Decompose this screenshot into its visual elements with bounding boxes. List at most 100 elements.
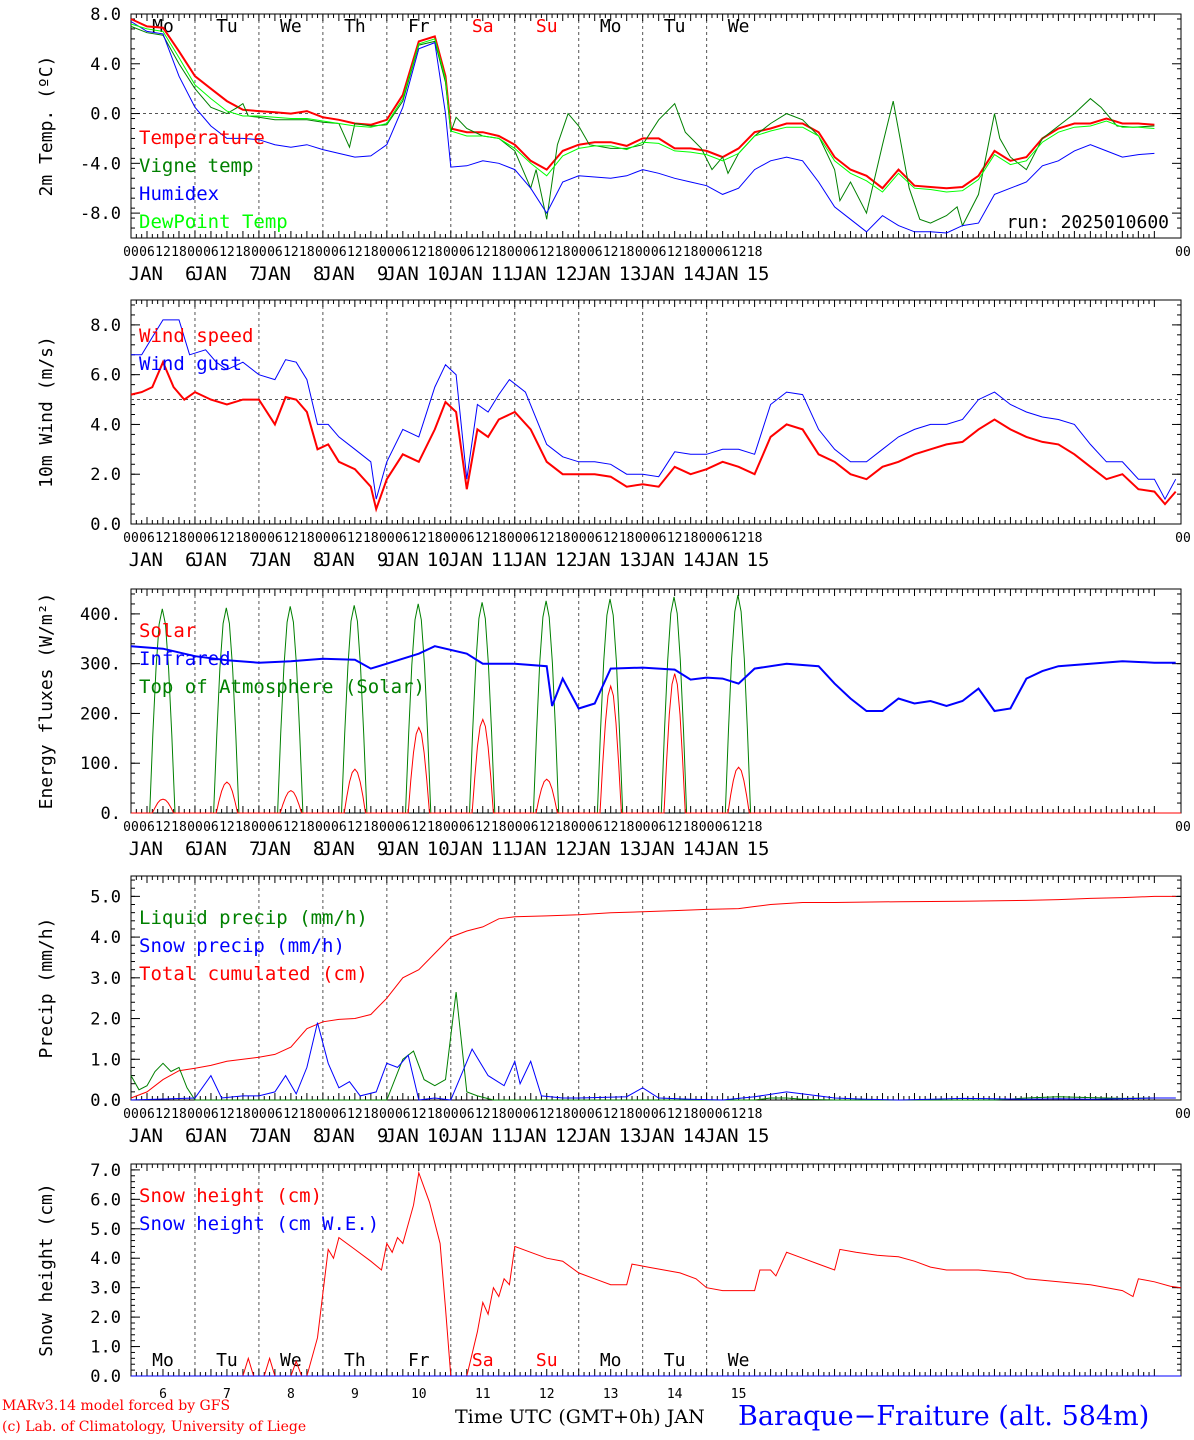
hour-label: 00 — [123, 820, 139, 835]
hour-label: 18 — [171, 245, 187, 260]
hour-label: 12 — [539, 820, 555, 835]
date-label: 8 — [313, 549, 324, 571]
date-label: 7 — [249, 263, 260, 285]
plot-frame — [130, 588, 1182, 814]
month-label: JAN — [512, 263, 546, 285]
hour-label: 12 — [539, 1107, 555, 1122]
hour-label: 00 — [699, 531, 715, 546]
hour-label: 12 — [283, 1107, 299, 1122]
hour-label: 06 — [331, 531, 347, 546]
plot-frame — [130, 13, 1182, 239]
hour-label: 06 — [395, 531, 411, 546]
legend-entry: DewPoint Temp — [139, 211, 288, 233]
hour-label: 00 — [1175, 820, 1191, 835]
series-line-total-cumulated-cm- — [130, 895, 1176, 1099]
legend-entry: Vigne temp — [139, 155, 253, 177]
hour-label: 00 — [1175, 1107, 1191, 1122]
date-label: 6 — [185, 838, 196, 860]
hour-label: 06 — [523, 245, 539, 260]
month-label: JAN — [321, 838, 355, 860]
date-label: 13 — [603, 1387, 619, 1402]
month-label: JAN — [129, 549, 163, 571]
hour-label: 12 — [667, 1107, 683, 1122]
hour-label: 00 — [443, 1107, 459, 1122]
hour-label: 06 — [587, 531, 603, 546]
date-label: 13 — [619, 1125, 642, 1147]
hour-label: 18 — [491, 245, 507, 260]
month-label: JAN — [321, 1125, 355, 1147]
hour-label: 18 — [171, 1107, 187, 1122]
month-label: JAN — [448, 1125, 482, 1147]
hour-label: 00 — [443, 820, 459, 835]
series-line-wind-gust — [131, 319, 1177, 501]
month-label: JAN — [129, 838, 163, 860]
date-label: 14 — [683, 263, 706, 285]
hour-label: 18 — [299, 245, 315, 260]
hour-label: 18 — [299, 531, 315, 546]
date-label: 11 — [491, 838, 514, 860]
hour-label: 12 — [475, 820, 491, 835]
date-label: 12 — [555, 549, 578, 571]
weekday-label: We — [280, 16, 302, 37]
hour-label: 00 — [315, 820, 331, 835]
hour-label: 06 — [587, 245, 603, 260]
hour-label: 00 — [571, 245, 587, 260]
weekday-label: Tu — [664, 1350, 686, 1371]
hour-label: 12 — [155, 245, 171, 260]
date-label: 6 — [159, 1387, 167, 1402]
legend-entry: Total cumulated (cm) — [139, 963, 368, 985]
hour-label: 18 — [299, 1107, 315, 1122]
series-line-vigne-temp — [130, 25, 1155, 227]
hour-label: 18 — [747, 531, 763, 546]
date-label: 6 — [185, 263, 196, 285]
hour-label: 18 — [555, 531, 571, 546]
date-label: 8 — [287, 1387, 295, 1402]
month-label: JAN — [576, 549, 610, 571]
credit-lab: (c) Lab. of Climatology, University of L… — [2, 1419, 307, 1435]
hour-label: 12 — [411, 820, 427, 835]
date-label: 12 — [555, 263, 578, 285]
hour-label: 18 — [299, 820, 315, 835]
hour-label: 00 — [635, 531, 651, 546]
y-tick-label: 4.0 — [90, 415, 121, 435]
date-label: 11 — [491, 1125, 514, 1147]
weekday-label: We — [728, 1350, 750, 1371]
hour-label: 18 — [235, 245, 251, 260]
hour-label: 00 — [123, 531, 139, 546]
hour-label: 00 — [379, 531, 395, 546]
weekday-label: We — [728, 16, 750, 37]
hour-label: 00 — [123, 1107, 139, 1122]
month-label: JAN — [448, 263, 482, 285]
hour-label: 00 — [699, 820, 715, 835]
hour-label: 06 — [523, 820, 539, 835]
month-label: JAN — [640, 549, 674, 571]
hour-label: 12 — [475, 1107, 491, 1122]
weekday-label: Mo — [600, 16, 622, 37]
hour-label: 06 — [139, 1107, 155, 1122]
y-tick-label: 6.0 — [90, 366, 121, 386]
legend-entry: Snow height (cm W.E.) — [139, 1213, 379, 1235]
hour-label: 12 — [219, 531, 235, 546]
hour-label: 18 — [491, 1107, 507, 1122]
weekday-label: Th — [344, 16, 366, 37]
legend-entry: Wind gust — [139, 353, 242, 375]
series-line-solar — [131, 673, 1181, 814]
hour-label: 18 — [363, 820, 379, 835]
legend-entry: Temperature — [139, 127, 265, 149]
hour-label: 18 — [491, 820, 507, 835]
hour-label: 06 — [267, 531, 283, 546]
month-label: JAN — [129, 1125, 163, 1147]
date-label: 10 — [427, 838, 450, 860]
date-label: 15 — [747, 263, 770, 285]
hour-label: 12 — [667, 245, 683, 260]
date-label: 12 — [539, 1387, 555, 1402]
hour-label: 18 — [427, 820, 443, 835]
weekday-label: Sa — [472, 16, 494, 37]
y-tick-label: 300. — [80, 655, 121, 675]
hour-label: 18 — [235, 820, 251, 835]
weekday-label: Su — [536, 16, 558, 37]
legend-entry: Liquid precip (mm/h) — [139, 907, 368, 929]
y-tick-label: 0. — [101, 804, 121, 824]
hour-label: 12 — [155, 820, 171, 835]
